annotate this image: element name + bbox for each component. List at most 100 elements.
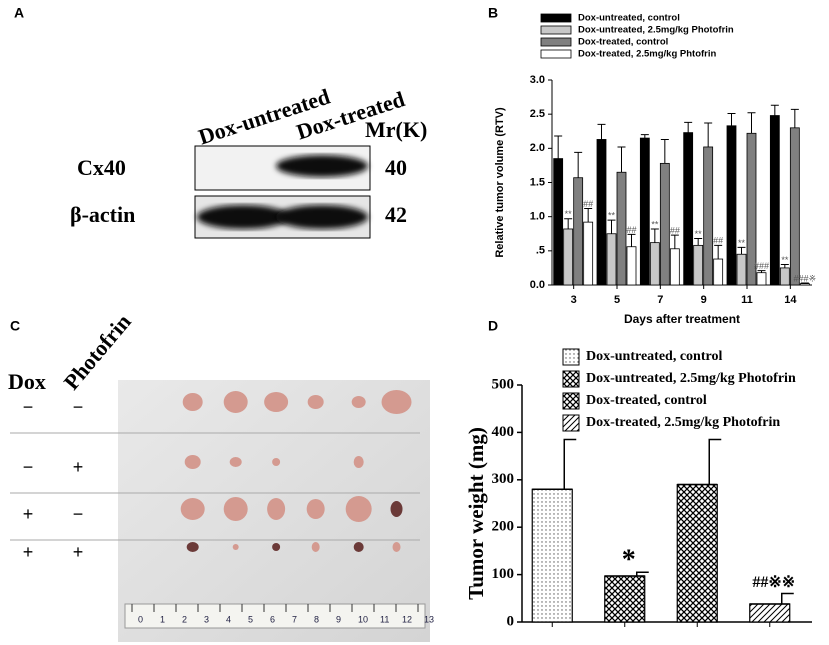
- x-tick-label: 5: [614, 294, 620, 306]
- tumor: [311, 542, 320, 552]
- error-bar: [694, 238, 703, 246]
- bar: [626, 246, 637, 286]
- bar: [683, 132, 694, 286]
- x-axis-label: Days after treatment: [624, 312, 740, 326]
- ruler-number: 8: [314, 614, 319, 624]
- legend-swatch: [562, 370, 580, 388]
- legend-label: Dox-treated, 2.5mg/kg Photofrin: [586, 415, 780, 430]
- error-bar: [800, 282, 809, 284]
- tumor: [390, 501, 403, 517]
- bar: [756, 272, 767, 286]
- ruler-number: 11: [380, 614, 389, 624]
- x-tick-label: 7: [657, 294, 663, 306]
- y-tick-label: 0.0: [530, 279, 545, 291]
- error-bar: [617, 146, 626, 173]
- sign: −: [73, 504, 84, 524]
- bar: [563, 228, 574, 286]
- error-bar: [640, 134, 649, 139]
- error-bar: [677, 438, 722, 486]
- ruler-number: 6: [270, 614, 275, 624]
- legend-label: Dox-treated, control: [578, 37, 668, 48]
- ruler-number: 1: [160, 614, 165, 624]
- tumor: [353, 456, 364, 468]
- ruler-number: 7: [292, 614, 297, 624]
- bar: [596, 139, 607, 286]
- error-bar: [790, 108, 799, 128]
- annotation: ##: [713, 236, 723, 246]
- bar: [799, 283, 810, 286]
- tumor: [351, 396, 366, 408]
- bar: [649, 242, 660, 286]
- bar: [639, 137, 650, 286]
- bar: [703, 146, 714, 286]
- bar: [789, 127, 800, 286]
- error-bar: [670, 234, 679, 249]
- tumor: [392, 542, 401, 552]
- annotation: **: [781, 255, 789, 265]
- y-tick-label: 2.5: [530, 108, 545, 120]
- legend-swatch: [540, 13, 572, 23]
- legend-label: Dox-untreated, 2.5mg/kg Photofrin: [586, 371, 796, 386]
- tumor: [180, 498, 205, 520]
- panel-letter: C: [10, 318, 20, 334]
- bar: [659, 162, 670, 286]
- error-bar: [757, 270, 766, 273]
- error-bar: [727, 112, 736, 126]
- bar: [726, 125, 737, 286]
- legend-label: Dox-untreated, 2.5mg/kg Photofrin: [578, 25, 734, 36]
- bar: [583, 221, 594, 286]
- band: [276, 205, 368, 229]
- ruler-number: 9: [336, 614, 341, 624]
- ruler-number: 3: [204, 614, 209, 624]
- bar: [531, 488, 573, 623]
- row-label: Cx40: [77, 155, 126, 180]
- ruler-number: 10: [358, 614, 368, 624]
- error-bar: [607, 219, 616, 234]
- tumor: [184, 455, 201, 469]
- ruler-number: 5: [248, 614, 253, 624]
- tumor: [223, 391, 248, 413]
- error-bar: [554, 135, 563, 159]
- tumor: [307, 395, 324, 409]
- y-tick-label: 400: [492, 424, 515, 440]
- annotation: ###※: [794, 273, 817, 283]
- tumor: [264, 392, 289, 412]
- bar: [779, 267, 790, 286]
- tumor: [306, 499, 325, 519]
- band: [276, 155, 368, 177]
- tumor: [381, 390, 412, 414]
- legend-label: Dox-treated, 2.5mg/kg Phtofrin: [578, 49, 716, 60]
- sign: −: [23, 397, 34, 417]
- panel-letter: D: [488, 318, 498, 334]
- y-tick-label: 100: [492, 566, 515, 582]
- column-header: Dox: [8, 369, 46, 394]
- bar: [749, 603, 791, 623]
- sign: +: [23, 542, 34, 562]
- x-tick-label: 14: [784, 294, 797, 306]
- y-axis-label: Relative tumor volume (RTV): [494, 107, 506, 258]
- x-tick-label: 11: [741, 294, 753, 306]
- annotation: ##: [626, 225, 636, 235]
- ruler-number: 13: [424, 614, 434, 624]
- legend-label: Dox-untreated, control: [586, 349, 722, 364]
- tumor: [186, 542, 199, 552]
- sign: +: [73, 542, 84, 562]
- error-bar: [597, 123, 606, 140]
- bar: [693, 244, 704, 286]
- error-bar: [532, 438, 577, 491]
- legend-label: Dox-untreated, control: [578, 13, 680, 24]
- bar: [713, 258, 724, 286]
- tumor: [272, 543, 281, 551]
- legend-swatch: [562, 414, 580, 432]
- annotation: ###: [754, 261, 769, 271]
- tumor: [353, 542, 364, 552]
- tumor: [223, 497, 248, 521]
- legend-label: Dox-treated, control: [586, 393, 707, 408]
- legend-swatch: [540, 49, 572, 59]
- annotation: **: [695, 229, 703, 239]
- legend-swatch: [562, 348, 580, 366]
- mr: 40: [385, 155, 407, 180]
- error-bar: [704, 122, 713, 147]
- error-bar: [737, 246, 746, 255]
